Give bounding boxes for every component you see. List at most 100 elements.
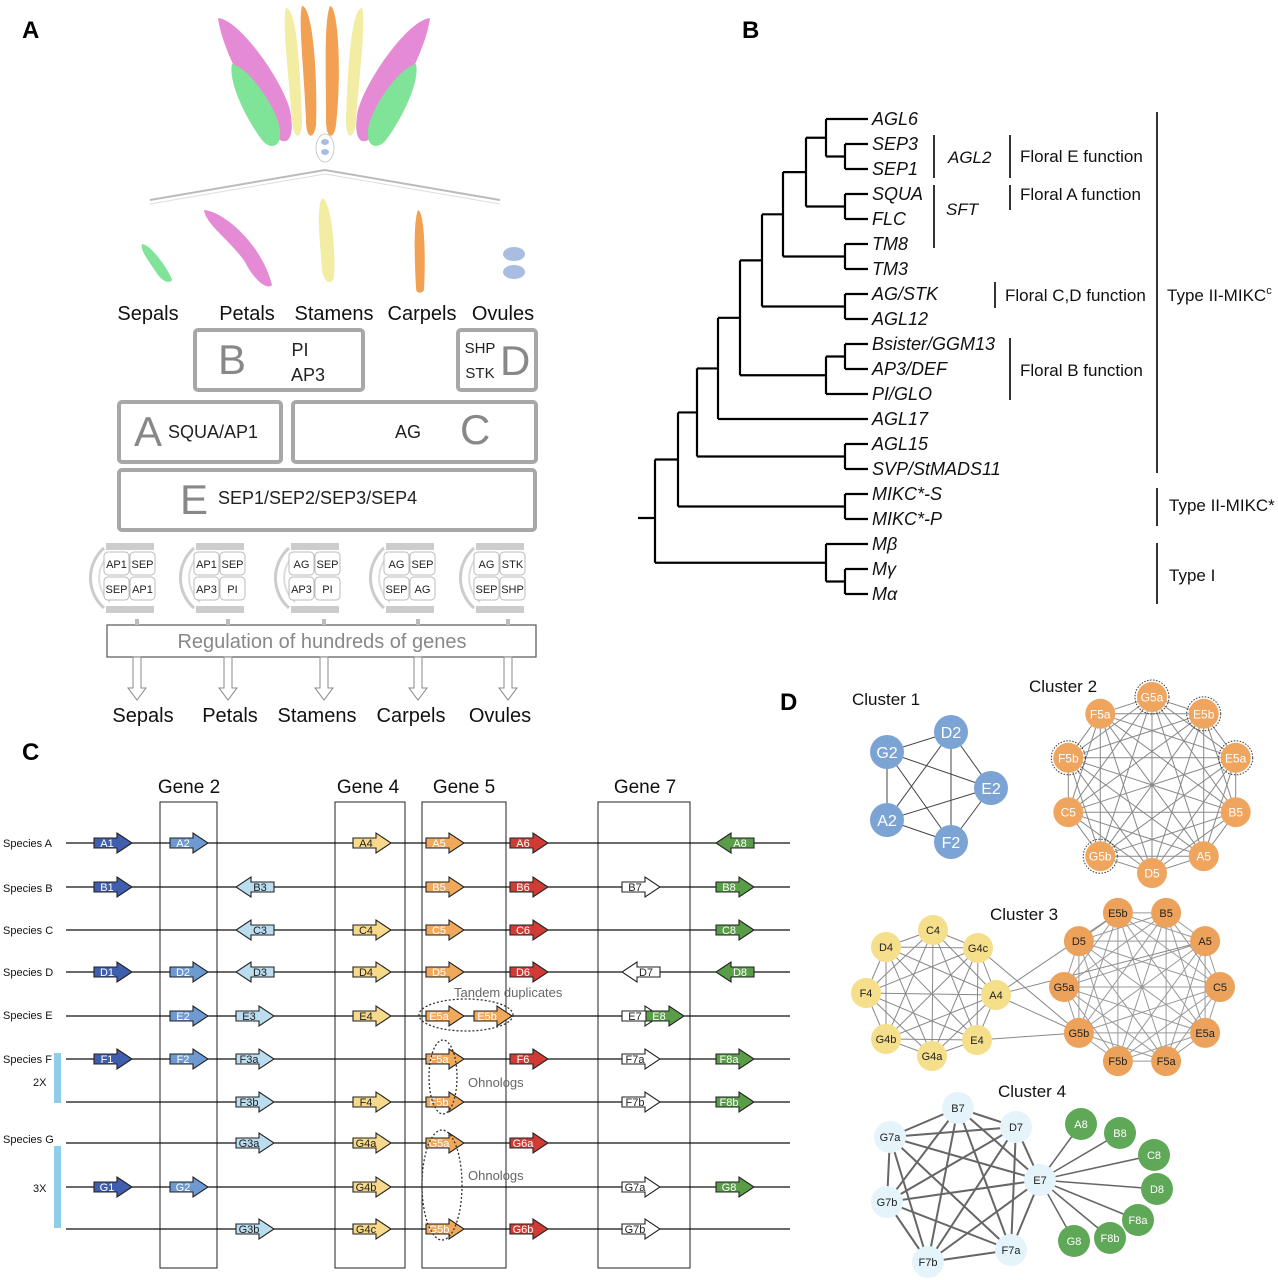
network-node: A5 [1190, 926, 1221, 957]
network-node: D8 [1141, 1173, 1173, 1205]
down-arrow [218, 656, 238, 701]
node-label: F8b [1101, 1233, 1120, 1245]
node-circle [942, 1092, 974, 1124]
gene-label: E2 [176, 1011, 189, 1023]
abc-letter: A [134, 408, 162, 455]
gene-label: STK [465, 365, 494, 382]
network-edge [865, 992, 933, 1057]
network-node: E7 [1024, 1164, 1056, 1196]
arrow-shape [169, 1047, 209, 1071]
node-circle [1220, 797, 1251, 828]
type-label: Type II-MIKC* [1169, 496, 1275, 515]
dna-loop [459, 546, 476, 610]
network-node: C5 [1053, 797, 1084, 828]
gene-arrow: D7 [621, 960, 661, 984]
network-edge [1151, 757, 1237, 874]
node-circle [1190, 1017, 1221, 1048]
box-c [291, 400, 538, 464]
gene-arrow: B8 [715, 875, 755, 899]
arrow-shape [509, 875, 549, 899]
ploidy-bar [54, 1146, 61, 1228]
arrow-shape [169, 960, 209, 984]
network-node: F5a [1085, 698, 1116, 729]
node-ring [1186, 696, 1222, 732]
arrow-shape [715, 1047, 755, 1071]
network-node: G5a [1049, 972, 1079, 1002]
protein-subunit [129, 576, 156, 601]
gene-arrow: G3a [235, 1131, 275, 1155]
organ-label: Ovules [472, 303, 534, 325]
network-edge [1067, 696, 1153, 813]
gene-arrow: E3 [235, 1004, 275, 1028]
down-arrows [127, 619, 518, 701]
dna-bar [476, 543, 524, 550]
tetramer-complex: AG STK SEP SHP [459, 543, 526, 613]
network-node: F5b [1050, 740, 1086, 776]
arrow-shape [169, 1175, 209, 1199]
network-edge [1067, 757, 1153, 874]
node-circle [870, 735, 904, 769]
gene-arrow: E2 [169, 1004, 209, 1028]
arrow-shape [352, 831, 392, 855]
dna-bar [291, 543, 339, 550]
dna-bar [106, 543, 154, 550]
gene-label: A4 [359, 838, 372, 850]
down-arrow [408, 656, 428, 701]
node-circle [871, 1186, 903, 1218]
node-label: F7b [919, 1257, 938, 1269]
taxon-label: FLC [872, 209, 907, 229]
gene-label: G5b [429, 1224, 450, 1236]
gene-arrow: G5a [425, 1131, 465, 1155]
arrow-shape [715, 831, 755, 855]
network-edge [885, 946, 933, 1057]
node-label: A5 [1196, 850, 1211, 864]
node-label: F4 [860, 988, 873, 1000]
network-node: C4 [918, 915, 948, 945]
node-circle [1085, 841, 1116, 872]
arrow-shape [93, 1175, 133, 1199]
gene-arrow: A2 [169, 831, 209, 855]
node-circle [1053, 797, 1084, 828]
protein-label: AG [415, 584, 431, 596]
arrow-shape [235, 1047, 275, 1071]
network-node: F5a [1151, 1046, 1182, 1077]
gene-arrow: A4 [352, 831, 392, 855]
gene-arrow: G7a [621, 1175, 661, 1199]
gene-arrow: B6 [509, 875, 549, 899]
tetramer-complex: AP1 SEP SEP AP1 [89, 543, 156, 613]
node-circle [918, 915, 948, 945]
taxon-label: MIKC*-S [872, 484, 942, 504]
gene-label: G5a [429, 1138, 451, 1150]
network-edge [1067, 713, 1101, 813]
species-label: Species A [3, 838, 53, 850]
gene-label: PI [291, 340, 308, 360]
arrow-shape [93, 831, 133, 855]
bracket-lines [933, 112, 1158, 604]
connector [322, 619, 326, 625]
dna-loop [369, 546, 386, 610]
network-node: C5 [1205, 972, 1235, 1002]
node-label: F5b [1058, 751, 1079, 765]
network-node: E5b [1102, 897, 1133, 928]
dna-loop [89, 546, 106, 610]
node-label: A2 [877, 813, 897, 830]
node-label: F5b [1108, 1056, 1127, 1068]
gene-label: AP3 [291, 365, 325, 385]
protein-subunit [103, 551, 130, 576]
panel-b: B AGL6 SEP3 SEP1 SQUA FLC TM8 TM3 AG/STK AGL12 Bs… [638, 17, 1275, 604]
network-node: G5b [1082, 838, 1118, 874]
organ-label: Sepals [112, 705, 173, 727]
network-edge [889, 1126, 1017, 1138]
network-edge [1151, 696, 1237, 813]
network-edge [886, 751, 952, 843]
gene-arrow: G4b [352, 1175, 392, 1199]
network-edge [1063, 986, 1206, 1034]
network-edge [886, 1179, 1041, 1203]
network-edge [1099, 713, 1153, 874]
down-arrow [314, 656, 334, 701]
node-label: G7b [877, 1197, 898, 1209]
node-label: B5 [1228, 806, 1243, 820]
node-label: E5a [1225, 751, 1247, 765]
network-node: F7a [995, 1234, 1027, 1266]
network-edge [1100, 713, 1236, 759]
